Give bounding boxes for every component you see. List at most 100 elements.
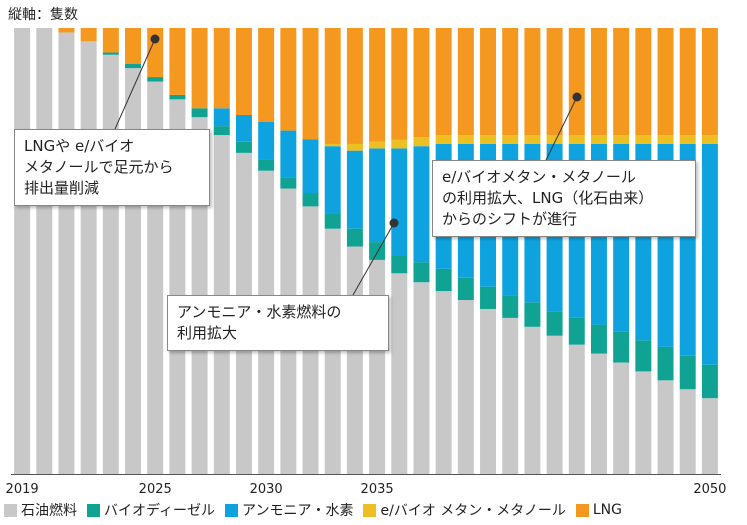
bar-segment-2042-series-4	[524, 28, 541, 136]
bar-segment-2050-series-2	[701, 143, 718, 365]
bar-segment-2040-series-4	[480, 28, 497, 136]
bar-segment-2047-series-3	[635, 135, 652, 144]
bar-segment-2025-series-1	[147, 77, 164, 82]
bar-segment-2050-series-0	[701, 398, 718, 474]
bar-segment-2020-series-0	[36, 28, 53, 474]
bar-segment-2036-series-0	[391, 273, 408, 474]
bar-segment-2043-series-3	[546, 135, 563, 144]
bar-segment-2034-series-2	[346, 150, 363, 229]
bar-segment-2035-series-2	[369, 148, 386, 243]
bar-segment-2046-series-3	[613, 135, 630, 144]
bar-segment-2028-series-2	[213, 108, 230, 127]
bar-segment-2039-series-0	[457, 300, 474, 474]
callout-line: LNGや e/バイオ	[24, 137, 135, 155]
bar-segment-2044-series-4	[568, 28, 585, 136]
callout-line: 排出量削減	[24, 179, 100, 197]
callout-line: メタノールで足元から	[24, 158, 174, 176]
bar-segment-2030-series-4	[258, 28, 275, 122]
legend-label: 石油燃料	[21, 503, 77, 519]
bar-segment-2044-series-3	[568, 135, 585, 144]
bar-segment-2035-series-0	[369, 259, 386, 474]
bar-segment-2035-series-4	[369, 28, 386, 142]
legend-swatch	[575, 503, 589, 517]
bar-segment-2026-series-4	[169, 28, 186, 95]
bar-segment-2024-series-1	[125, 63, 142, 69]
bar-segment-2048-series-4	[657, 28, 674, 136]
bar-segment-2037-series-0	[413, 282, 430, 474]
bar-segment-2038-series-3	[435, 135, 452, 144]
bar-segment-2050-series-4	[701, 28, 718, 136]
y-axis-label: 縦軸：隻数	[8, 7, 78, 23]
bar-segment-2028-series-1	[213, 126, 230, 136]
bar-segment-2034-series-4	[346, 28, 363, 144]
bar-segment-2041-series-0	[502, 317, 519, 474]
bar-segment-2037-series-4	[413, 28, 430, 138]
bar-segment-2045-series-1	[590, 324, 607, 354]
bar-segment-2031-series-1	[280, 177, 297, 189]
bar-segment-2022-series-0	[80, 41, 97, 474]
callout-line: からのシフトが進行	[442, 210, 578, 228]
bar-segment-2037-series-1	[413, 262, 430, 283]
bar-segment-2046-series-4	[613, 28, 630, 136]
legend-item: 石油燃料	[4, 500, 77, 520]
bar-segment-2049-series-4	[679, 28, 696, 136]
bar-segment-2037-series-2	[413, 146, 430, 263]
bar-segment-2034-series-3	[346, 143, 363, 151]
legend-label: e/バイオ メタン・メタノール	[380, 503, 566, 519]
bar-segment-2049-series-3	[679, 135, 696, 144]
bar-segment-2021-series-4	[58, 28, 75, 33]
bar-segment-2045-series-4	[590, 28, 607, 136]
bar-segment-2044-series-0	[568, 344, 585, 474]
bar-segment-2032-series-4	[302, 28, 319, 140]
legend-swatch	[4, 503, 17, 517]
bar-segment-2046-series-1	[613, 331, 630, 363]
x-tick-label: 2035	[360, 482, 394, 497]
callout-methane-shift: e/バイオメタン・メタノール の利用拡大、LNG（化石由来） からのシフトが進行	[432, 160, 696, 237]
bar-segment-2032-series-2	[302, 139, 319, 194]
bar-segment-2021-series-0	[58, 32, 75, 475]
bar-segment-2038-series-4	[435, 28, 452, 136]
bar-segment-2040-series-0	[480, 308, 497, 474]
bar-segment-2048-series-0	[657, 380, 674, 474]
legend: 石油燃料 バイオディーゼル アンモニア・水素 e/バイオ メタン・メタノール LNG	[4, 500, 632, 520]
bar-segment-2043-series-0	[546, 335, 563, 474]
bar-segment-2034-series-1	[346, 228, 363, 247]
bar-segment-2046-series-0	[613, 362, 630, 474]
bar-segment-2036-series-3	[391, 139, 408, 149]
bar-segment-2019-series-0	[14, 28, 31, 474]
legend-label: LNG	[592, 502, 622, 518]
callout-line: e/バイオメタン・メタノール	[442, 168, 636, 186]
bar-segment-2035-series-3	[369, 141, 386, 149]
bar-segment-2026-series-1	[169, 94, 186, 100]
bar-segment-2042-series-3	[524, 135, 541, 144]
bar-segment-2030-series-1	[258, 159, 275, 171]
bar-segment-2038-series-0	[435, 291, 452, 474]
legend-item: LNG	[575, 502, 622, 518]
bar-segment-2038-series-1	[435, 268, 452, 292]
callout-dot-2	[389, 218, 399, 228]
callout-ammonia-hydrogen: アンモニア・水素燃料の 利用拡大	[167, 295, 389, 351]
bar-segment-2044-series-1	[568, 317, 585, 345]
callout-lng-bio: LNGや e/バイオ メタノールで足元から 排出量削減	[14, 129, 210, 206]
bar-segment-2027-series-4	[191, 28, 208, 109]
bar-segment-2023-series-1	[102, 52, 119, 55]
bar-segment-2043-series-4	[546, 28, 563, 136]
legend-swatch	[87, 503, 100, 517]
bar-segment-2041-series-1	[502, 295, 519, 318]
legend-swatch	[225, 503, 239, 517]
x-tick-label: 2019	[5, 482, 39, 497]
bar-segment-2036-series-4	[391, 28, 408, 140]
callout-line: 利用拡大	[177, 324, 238, 342]
bar-segment-2039-series-1	[457, 277, 474, 301]
callout-leader-line-1	[545, 96, 578, 161]
legend-swatch	[363, 503, 377, 517]
bar-segment-2032-series-1	[302, 193, 319, 207]
bar-segment-2045-series-3	[590, 135, 607, 144]
bar-segment-2027-series-1	[191, 108, 208, 118]
legend-item: バイオディーゼル	[87, 500, 215, 520]
bar-segment-2030-series-2	[258, 121, 275, 160]
bar-segment-2043-series-1	[546, 311, 563, 336]
bar-segment-2029-series-1	[235, 141, 252, 153]
bar-segment-2041-series-3	[502, 135, 519, 144]
